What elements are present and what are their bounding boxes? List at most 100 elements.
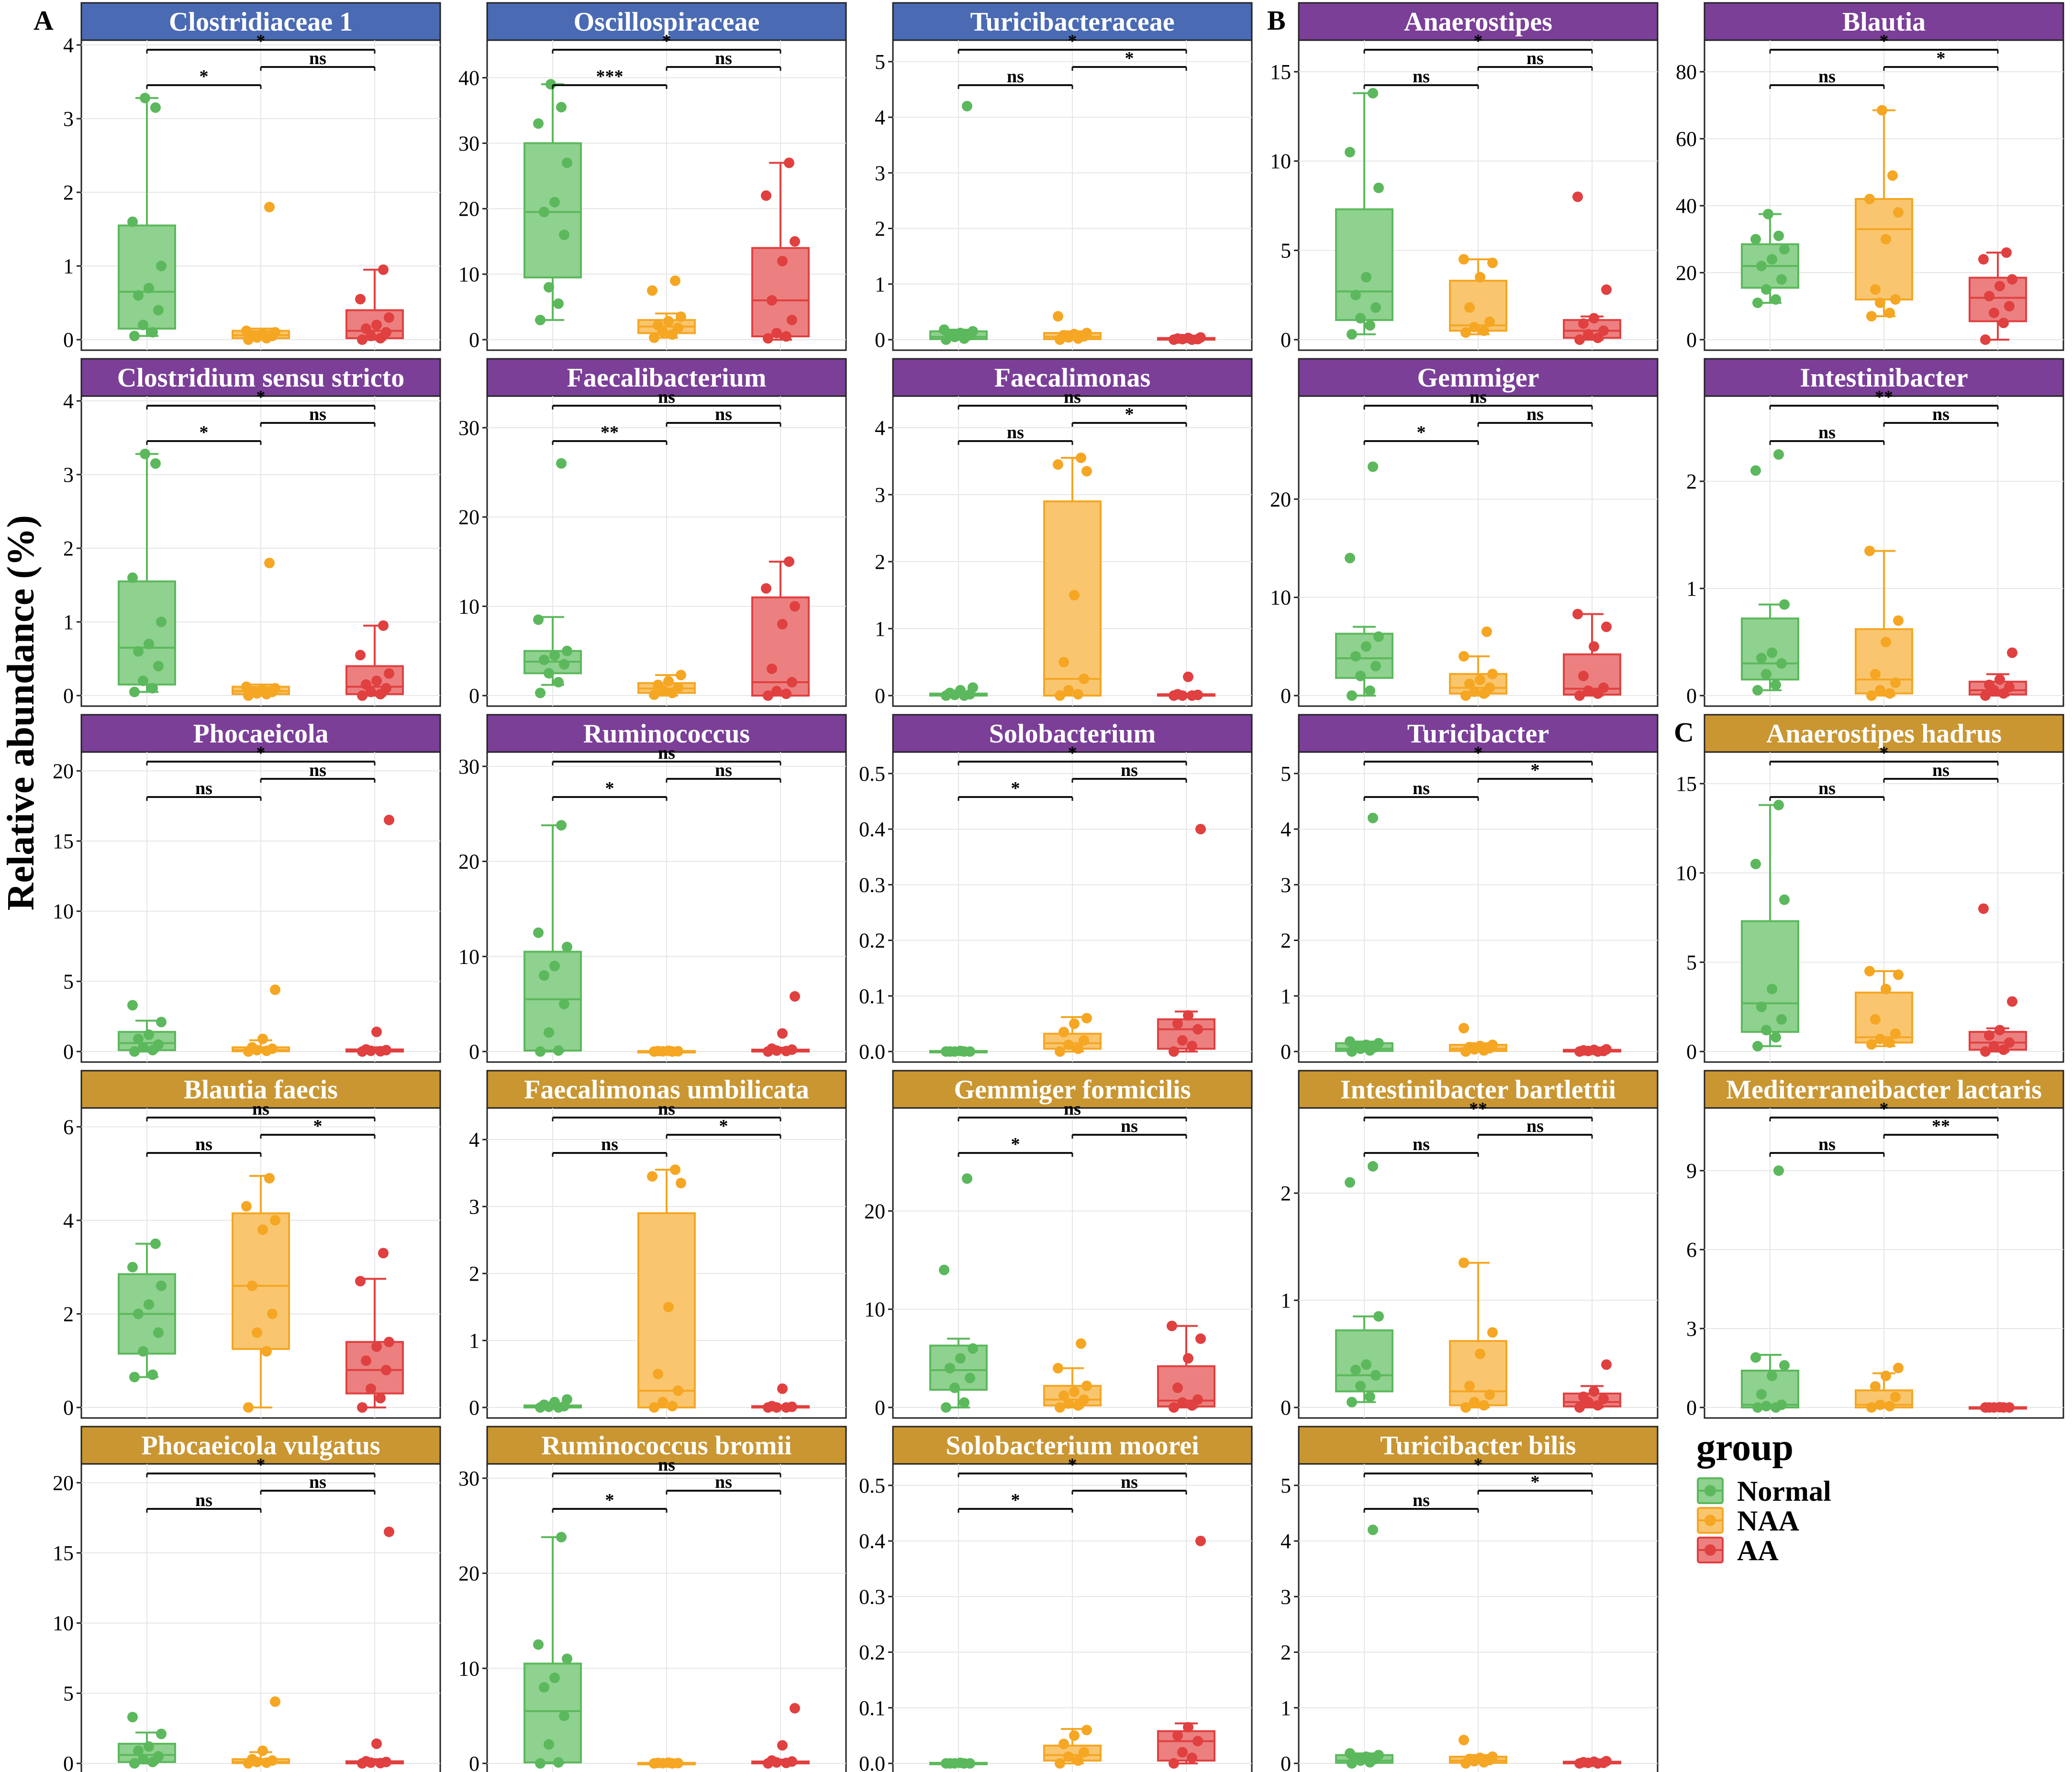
- y-tick-label: 3: [63, 107, 74, 131]
- data-point: [1776, 1014, 1787, 1025]
- panel-title: Gemmiger: [1417, 363, 1539, 393]
- data-point: [670, 1164, 680, 1175]
- data-point: [965, 1046, 975, 1057]
- data-point: [257, 1224, 268, 1235]
- data-point: [378, 264, 389, 275]
- y-tick-label: 3: [1281, 1585, 1291, 1608]
- y-tick-label: 6: [63, 1115, 74, 1139]
- data-point: [1761, 1401, 1771, 1412]
- panel-9: Gemmiger 0 10 20 * ns ns: [1270, 358, 1659, 708]
- significance-label: ns: [1121, 760, 1138, 780]
- data-point: [1055, 1402, 1065, 1413]
- data-point: [1994, 281, 2005, 291]
- data-point: [1578, 318, 1589, 329]
- data-point: [1195, 1333, 1206, 1344]
- data-point: [1994, 674, 2005, 685]
- data-point: [673, 1385, 683, 1396]
- significance-label: *: [256, 743, 266, 763]
- data-point: [1984, 679, 1994, 690]
- data-point: [127, 1000, 138, 1011]
- data-point: [1475, 1752, 1485, 1763]
- data-point: [1756, 1001, 1767, 1012]
- data-point: [945, 1046, 955, 1057]
- panel-header: [486, 358, 847, 397]
- panel-header: [892, 2, 1253, 41]
- legend-label-normal: Normal: [1737, 1475, 1831, 1507]
- y-tick-label: 0.2: [859, 929, 885, 952]
- panel-header: [80, 1426, 441, 1465]
- data-point: [1756, 1389, 1767, 1400]
- data-point: [1773, 449, 1784, 460]
- data-point: [144, 1741, 154, 1752]
- data-point: [1073, 1755, 1083, 1766]
- data-point: [968, 326, 978, 337]
- significance-label: *: [313, 1116, 323, 1136]
- data-point: [1890, 294, 1901, 305]
- y-tick-label: 40: [1676, 194, 1697, 218]
- data-point: [1350, 289, 1361, 300]
- y-tick-label: 2: [469, 1262, 479, 1285]
- data-point: [667, 1401, 678, 1412]
- data-point: [129, 1046, 140, 1057]
- significance-label: *: [719, 1116, 728, 1136]
- panel-title: Oscillospiraceae: [574, 7, 760, 37]
- data-point: [1195, 1536, 1206, 1547]
- significance-label: *: [256, 1455, 266, 1475]
- y-tick-label: 3: [1686, 1317, 1697, 1340]
- data-point: [544, 668, 554, 679]
- data-point: [1081, 1725, 1092, 1736]
- data-point: [133, 1033, 144, 1044]
- data-point: [355, 1276, 366, 1286]
- data-point: [1482, 626, 1492, 637]
- data-point: [1373, 631, 1384, 642]
- data-point: [1771, 294, 1781, 305]
- significance-label: ns: [1007, 66, 1024, 87]
- panel-header: [80, 2, 441, 41]
- data-point: [1081, 328, 1092, 339]
- data-point: [1347, 690, 1357, 701]
- data-point: [1370, 661, 1381, 672]
- data-point: [1574, 1402, 1585, 1413]
- significance-label: ns: [1121, 1472, 1138, 1492]
- data-point: [241, 325, 252, 336]
- data-point: [1890, 677, 1901, 688]
- data-point: [1361, 641, 1371, 652]
- box: [524, 142, 582, 278]
- data-point: [1887, 170, 1898, 181]
- data-point: [1984, 291, 1994, 301]
- data-point: [663, 316, 674, 327]
- data-point: [1081, 466, 1092, 476]
- data-point: [361, 679, 371, 690]
- data-point: [767, 1401, 777, 1412]
- data-point: [539, 1399, 549, 1410]
- significance-label: ns: [195, 778, 212, 798]
- data-point: [1877, 105, 1887, 116]
- data-point: [150, 102, 161, 113]
- data-point: [270, 327, 280, 338]
- significance-label: *: [605, 778, 614, 798]
- significance-label: *: [256, 31, 266, 51]
- significance-label: *: [1880, 31, 1889, 51]
- y-tick-label: 20: [53, 759, 74, 783]
- data-point: [1881, 984, 1891, 995]
- y-tick-label: 2: [63, 537, 74, 560]
- data-point: [1469, 1396, 1480, 1407]
- data-point: [1756, 261, 1767, 271]
- data-point: [371, 1341, 382, 1352]
- data-point: [1475, 1041, 1485, 1052]
- data-point: [777, 1028, 788, 1039]
- significance-label: ns: [1818, 778, 1836, 798]
- y-tick-label: 5: [1281, 762, 1291, 786]
- y-tick-label: 15: [53, 1541, 74, 1565]
- legend-label-naa: NAA: [1737, 1505, 1799, 1537]
- significance-label: *: [1068, 1455, 1077, 1475]
- data-point: [1779, 894, 1790, 905]
- data-point: [241, 681, 252, 692]
- y-axis-label: Relative abundance (%): [0, 515, 42, 911]
- box: [929, 1344, 988, 1391]
- y-tick-label: 5: [1281, 239, 1291, 262]
- data-point: [1893, 969, 1904, 980]
- significance-label: ns: [1526, 48, 1544, 68]
